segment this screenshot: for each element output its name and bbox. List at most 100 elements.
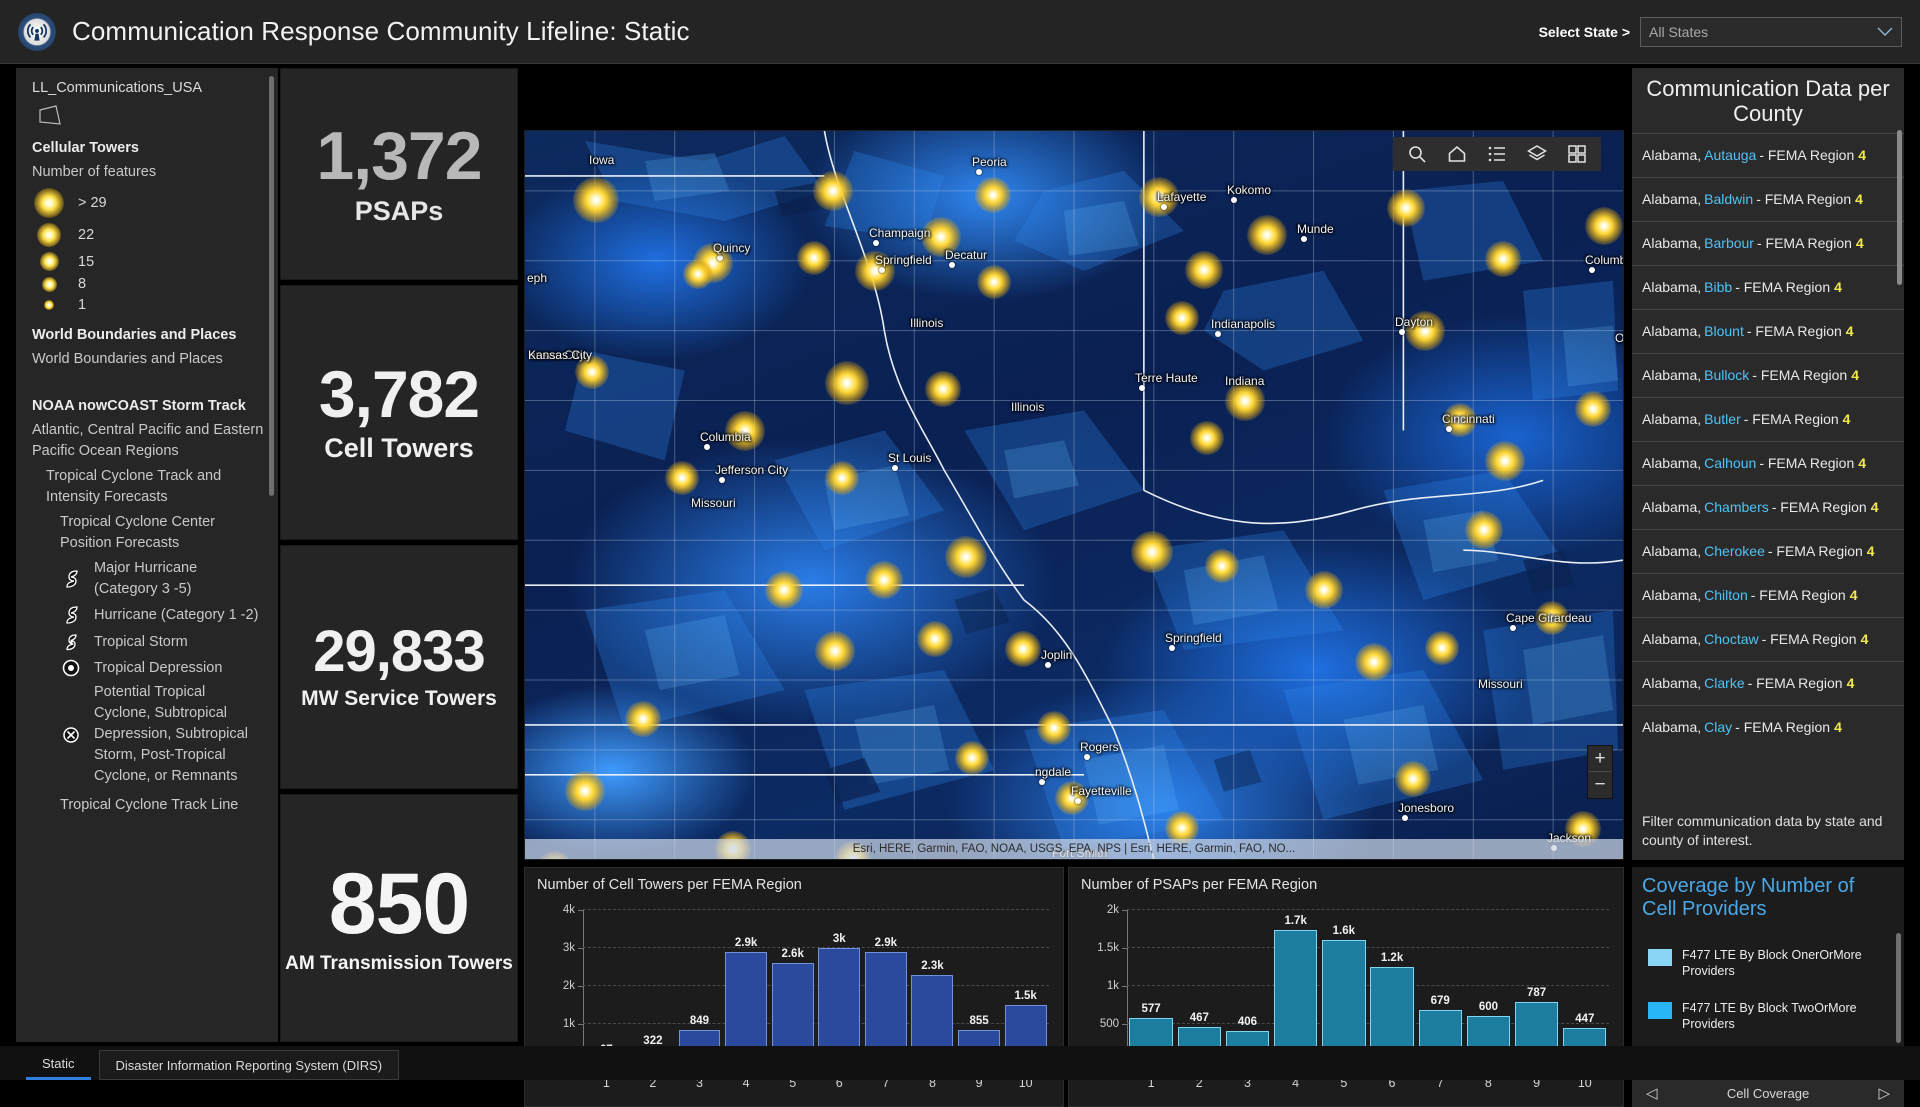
bar-column[interactable]: 855: [958, 910, 1000, 1062]
tab-dirs[interactable]: Disaster Information Reporting System (D…: [99, 1050, 400, 1080]
kpi-card-cell-towers[interactable]: 3,782 Cell Towers: [280, 285, 518, 540]
bar-value-label: 1.2k: [1381, 952, 1403, 964]
map-place-label: Cape Girardeau: [1506, 611, 1591, 625]
bar-column[interactable]: 406: [1226, 910, 1269, 1062]
bar-column[interactable]: 787: [1515, 910, 1558, 1062]
kpi-card-psaps[interactable]: 1,372 PSAPs: [280, 68, 518, 280]
bar-column[interactable]: 1.2k: [1370, 910, 1413, 1062]
chevron-left-icon[interactable]: ◁: [1646, 1084, 1658, 1102]
bar-column[interactable]: 447: [1563, 910, 1606, 1062]
bar-column[interactable]: 3k: [818, 910, 860, 1062]
legend-list-icon[interactable]: [1487, 144, 1507, 164]
bar-value-label: 406: [1238, 1016, 1257, 1028]
layers-icon[interactable]: [1527, 144, 1547, 164]
county-name[interactable]: Calhoun: [1704, 455, 1756, 471]
county-name[interactable]: Clarke: [1704, 675, 1744, 691]
coverage-panel-title: Coverage by Number of Cell Providers: [1632, 867, 1904, 921]
county-name[interactable]: Chambers: [1704, 499, 1769, 515]
county-name[interactable]: Bibb: [1704, 279, 1732, 295]
bar[interactable]: [818, 948, 860, 1062]
county-name[interactable]: Chilton: [1704, 587, 1748, 603]
county-name[interactable]: Baldwin: [1704, 191, 1753, 207]
coverage-scrollbar[interactable]: [1896, 933, 1901, 1043]
home-icon[interactable]: [1447, 144, 1467, 164]
county-name[interactable]: Butler: [1704, 411, 1741, 427]
bar-column[interactable]: 2.3k: [911, 910, 953, 1062]
bar-column[interactable]: 1.5k: [1005, 910, 1047, 1062]
chevron-down-icon: [1877, 24, 1893, 40]
bar[interactable]: [1322, 940, 1365, 1062]
kpi-card-mw-service-towers[interactable]: 29,833 MW Service Towers: [280, 545, 518, 789]
bar-column[interactable]: 2.9k: [725, 910, 767, 1062]
chevron-right-icon[interactable]: ▷: [1878, 1084, 1890, 1102]
header-controls: Select State > All States: [1539, 17, 1902, 47]
county-region-number: 4: [1867, 543, 1875, 559]
zoom-in-button[interactable]: +: [1588, 746, 1612, 772]
city-marker-dot: [1075, 798, 1081, 804]
county-list-scrollbar[interactable]: [1897, 130, 1902, 285]
bar-column[interactable]: 322: [632, 910, 674, 1062]
county-region-text: - FEMA Region: [1759, 455, 1854, 471]
map-place-label: Indiana: [1225, 374, 1264, 388]
coverage-color-swatch: [1648, 949, 1672, 966]
coverage-pager[interactable]: ◁ Cell Coverage ▷: [1632, 1079, 1904, 1107]
map-place-label: Missouri: [1478, 677, 1523, 691]
broadcast-tower-icon: [18, 13, 56, 51]
bar-column[interactable]: 679: [1419, 910, 1462, 1062]
bar-column[interactable]: 600: [1467, 910, 1510, 1062]
map-toolbar[interactable]: [1393, 137, 1601, 171]
map-view[interactable]: IowaPeoriaLafayetteKokomoMundeColumbuCha…: [524, 130, 1624, 860]
zoom-out-button[interactable]: −: [1588, 772, 1612, 798]
bar-column[interactable]: 467: [1178, 910, 1221, 1062]
coverage-pager-label: Cell Coverage: [1727, 1086, 1809, 1101]
county-state: Alabama,: [1642, 323, 1701, 339]
legend-scrollbar[interactable]: [269, 76, 274, 496]
bar-column[interactable]: 2.6k: [772, 910, 814, 1062]
county-name[interactable]: Bullock: [1704, 367, 1749, 383]
state-select-dropdown[interactable]: All States: [1640, 17, 1902, 47]
search-icon[interactable]: [1407, 144, 1427, 164]
tab-static[interactable]: Static: [26, 1050, 91, 1080]
county-name[interactable]: Clay: [1704, 719, 1732, 735]
county-state: Alabama,: [1642, 587, 1701, 603]
storm-track-heading: NOAA nowCOAST Storm Track: [32, 398, 264, 414]
county-name[interactable]: Cherokee: [1704, 543, 1765, 559]
world-boundaries-heading: World Boundaries and Places: [32, 327, 264, 343]
county-name[interactable]: Barbour: [1704, 235, 1754, 251]
bar-column[interactable]: 1.6k: [1322, 910, 1365, 1062]
bar-column[interactable]: 67: [585, 910, 627, 1062]
city-marker-dot: [1301, 236, 1307, 242]
county-region-text: - FEMA Region: [1735, 279, 1830, 295]
county-name[interactable]: Autauga: [1704, 147, 1756, 163]
kpi-card-am-transmission-towers[interactable]: 850 AM Transmission Towers: [280, 794, 518, 1042]
county-name[interactable]: Blount: [1704, 323, 1744, 339]
bar-column[interactable]: 1.7k: [1274, 910, 1317, 1062]
bar-column[interactable]: 849: [679, 910, 721, 1062]
county-region-number: 4: [1834, 279, 1842, 295]
bar[interactable]: [1274, 930, 1317, 1062]
bar-column[interactable]: 577: [1129, 910, 1172, 1062]
county-name[interactable]: Choctaw: [1704, 631, 1758, 647]
kpi-label: MW Service Towers: [301, 687, 497, 711]
basemap-gallery-icon[interactable]: [1567, 144, 1587, 164]
storm-legend-item: Tropical Depression: [58, 657, 264, 679]
bar-column[interactable]: 2.9k: [865, 910, 907, 1062]
map-zoom-controls[interactable]: + −: [1587, 745, 1613, 799]
county-region-text: - FEMA Region: [1759, 147, 1854, 163]
county-data-panel[interactable]: Communication Data per County Alabama,Au…: [1632, 68, 1904, 860]
